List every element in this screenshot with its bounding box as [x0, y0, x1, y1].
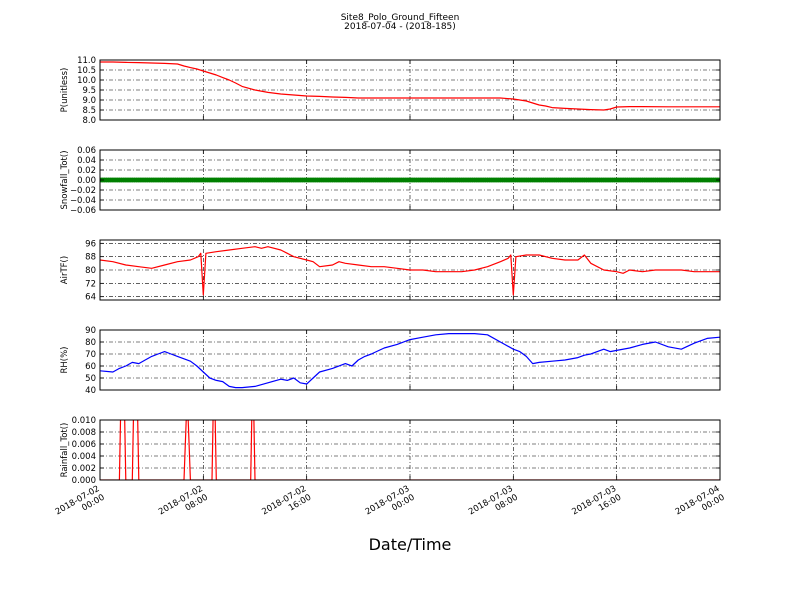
- subplots: 8.08.59.09.510.010.511.0 P(unitless) −0.06…: [60, 56, 721, 486]
- rh-ytick-label: 40: [85, 386, 96, 396]
- rainfall-ytick-label: 0.006: [72, 440, 96, 450]
- air-temp-ytick-label: 80: [85, 266, 96, 276]
- air-temp-series: [100, 246, 720, 296]
- x-axis-tick-labels: 2018-07-0200:00 2018-07-0208:00 2018-07-02…: [54, 484, 727, 526]
- rainfall-ytick-label: 0.004: [72, 452, 96, 462]
- snowfall-ytick-label: 0.04: [77, 156, 96, 166]
- rainfall-line: [100, 420, 720, 480]
- pressure-ytick-label: 8.0: [82, 116, 96, 126]
- pressure-ytick-label: 9.5: [82, 86, 96, 96]
- pressure-ytick-label: 11.0: [77, 56, 96, 66]
- pressure-subplot: 8.08.59.09.510.010.511.0 P(unitless): [60, 56, 721, 126]
- air-temp-line: [100, 246, 720, 296]
- snowfall-ylabel: Snowfall_Tot(): [60, 150, 70, 209]
- x-tick-label: 2018-07-0200:00: [54, 484, 107, 526]
- pressure-ytick-label: 9.0: [82, 96, 96, 106]
- rh-line: [100, 333, 720, 389]
- pressure-ytick-label: 10.5: [77, 66, 96, 76]
- air-temp-ylabel: AirTF(): [60, 256, 70, 284]
- snowfall-ytick-label: 0.06: [77, 146, 96, 156]
- pressure-ylabel: P(unitless): [60, 68, 70, 113]
- figure-title: Site8_Polo_Ground_Fifteen: [341, 13, 460, 23]
- rainfall-series: [100, 420, 720, 480]
- rainfall-subplot: 0.000 0.002 0.004 0.006 0.008 0.010Rainfall_T…: [60, 416, 721, 486]
- rainfall-ytick-label: 0.000: [72, 476, 96, 486]
- snowfall-ytick-label: −0.06: [70, 206, 96, 216]
- x-tick-label: 2018-07-0400:00: [674, 484, 727, 526]
- air-temp-ytick-label: 88: [85, 253, 96, 263]
- rh-ytick-label: 50: [85, 374, 96, 384]
- air-temp-ytick-label: 96: [85, 239, 96, 249]
- rh-series: [100, 333, 720, 389]
- snowfall-ytick-label: 0.02: [77, 166, 96, 176]
- x-tick-label: 2018-07-0208:00: [157, 484, 210, 526]
- air-temp-ytick-label: 72: [85, 279, 96, 289]
- pressure-ytick-label: 8.5: [82, 106, 96, 116]
- rh-ytick-label: 70: [85, 350, 96, 360]
- snowfall-ytick-label: 0.00: [77, 176, 96, 186]
- rainfall-ytick-label: 0.010: [72, 416, 96, 426]
- x-tick-label: 2018-07-0300:00: [364, 484, 417, 526]
- rh-ytick-label: 80: [85, 338, 96, 348]
- snowfall-subplot: −0.06−0.04−0.020.000.020.040.06 Snowfall_…: [60, 146, 721, 216]
- snowfall-series: [100, 177, 720, 183]
- x-tick-label: 2018-07-0308:00: [467, 484, 520, 526]
- air-temp-ytick-label: 64: [85, 293, 96, 303]
- pressure-series: [100, 61, 720, 111]
- x-axis-label: Date/Time: [369, 535, 452, 554]
- air-temp-subplot: 64 72 80 88 96 AirTF(): [60, 239, 721, 303]
- x-tick-label: 2018-07-0216:00: [260, 484, 313, 526]
- snowfall-ytick-label: −0.02: [70, 186, 96, 196]
- rh-ytick-label: 60: [85, 362, 96, 372]
- snowfall-ytick-label: −0.04: [70, 196, 96, 206]
- rainfall-ytick-label: 0.008: [72, 428, 96, 438]
- pressure-ytick-label: 10.0: [77, 76, 96, 86]
- rainfall-ylabel: Rainfall_Tot(): [60, 423, 70, 478]
- rh-subplot: 40 50 60 70 80 90 RH(%): [60, 326, 721, 396]
- x-tick-label: 2018-07-0316:00: [570, 484, 623, 526]
- rh-ytick-label: 90: [85, 326, 96, 336]
- rh-ylabel: RH(%): [60, 346, 70, 373]
- figure-subtitle: 2018-07-04 - (2018-185): [344, 22, 456, 32]
- pressure-line: [100, 61, 720, 111]
- rainfall-ytick-label: 0.002: [72, 464, 96, 474]
